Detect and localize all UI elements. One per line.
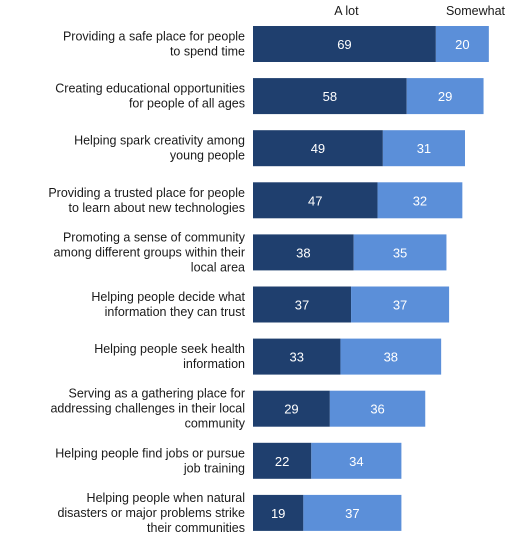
bar-value-label: 37 [345,506,359,521]
bar-value-label: 35 [393,245,407,260]
bar-somewhat [351,286,450,323]
bar-value-label: 58 [323,89,337,104]
bar-somewhat [340,338,442,375]
chart-row: Providing a safe place for people to spen… [63,26,489,62]
chart-row: Promoting a sense of community among diff… [53,230,447,274]
category-label: Helping people find jobs or pursue job tr… [55,446,245,475]
bar-a-lot [253,130,383,167]
bar-value-label: 22 [275,454,289,469]
chart-row: Helping people seek health information 33 3… [94,338,442,375]
bar-a-lot [253,78,407,115]
bar-somewhat [406,78,484,115]
category-label: Providing a safe place for people to spen… [63,30,245,59]
category-label: Creating educational opportunities for pe… [55,82,245,111]
bar-value-label: 36 [370,402,384,417]
chart-row: Creating educational opportunities for pe… [55,78,484,115]
chart-row: Providing a trusted place for people to l… [48,182,463,219]
bar-a-lot [253,338,341,375]
bar-a-lot [253,286,352,323]
bar-value-label: 31 [417,141,431,156]
bar-a-lot [253,494,304,531]
bar-value-label: 20 [455,37,469,52]
legend-label-somewhat: Somewhat [446,4,506,18]
bar-value-label: 33 [289,350,303,365]
chart-row: Serving as a gathering place for addressi… [50,387,426,431]
legend: A lot Somewhat [334,4,505,18]
bar-somewhat [435,26,489,62]
bar-value-label: 69 [337,37,351,52]
bar-a-lot [253,234,354,271]
category-label: Helping people seek health information [94,342,245,371]
bar-value-label: 34 [349,454,363,469]
bar-a-lot [253,442,312,479]
bar-somewhat [303,494,402,531]
bar-value-label: 32 [413,193,427,208]
bar-value-label: 37 [295,298,309,313]
bar-a-lot [253,390,330,427]
category-label: Helping people when natural disasters or … [57,491,245,535]
bar-somewhat [377,182,463,219]
category-label: Serving as a gathering place for addressi… [50,387,245,431]
bar-value-label: 38 [296,245,310,260]
bar-value-label: 49 [311,141,325,156]
legend-label-a-lot: A lot [334,4,359,18]
bar-value-label: 38 [384,350,398,365]
chart-row: Helping people when natural disasters or … [57,491,402,535]
bar-value-label: 37 [393,298,407,313]
bar-a-lot [253,182,378,219]
category-label: Helping people decide what information th… [91,290,245,319]
bar-a-lot [253,26,436,62]
bar-somewhat [353,234,447,271]
bar-value-label: 29 [438,89,452,104]
chart-row: Helping people find jobs or pursue job tr… [55,442,402,479]
category-label: Helping spark creativity among young peop… [74,134,245,163]
bar-value-label: 47 [308,193,322,208]
bar-somewhat [329,390,426,427]
bar-somewhat [382,130,465,167]
chart-rows: Providing a safe place for people to spen… [48,26,489,535]
category-label: Providing a trusted place for people to l… [48,186,245,215]
bar-value-label: 19 [271,506,285,521]
chart-row: Helping spark creativity among young peop… [74,130,465,167]
bar-somewhat [311,442,402,479]
category-label: Promoting a sense of community among diff… [53,230,245,274]
chart-row: Helping people decide what information th… [91,286,450,323]
bar-value-label: 29 [284,402,298,417]
